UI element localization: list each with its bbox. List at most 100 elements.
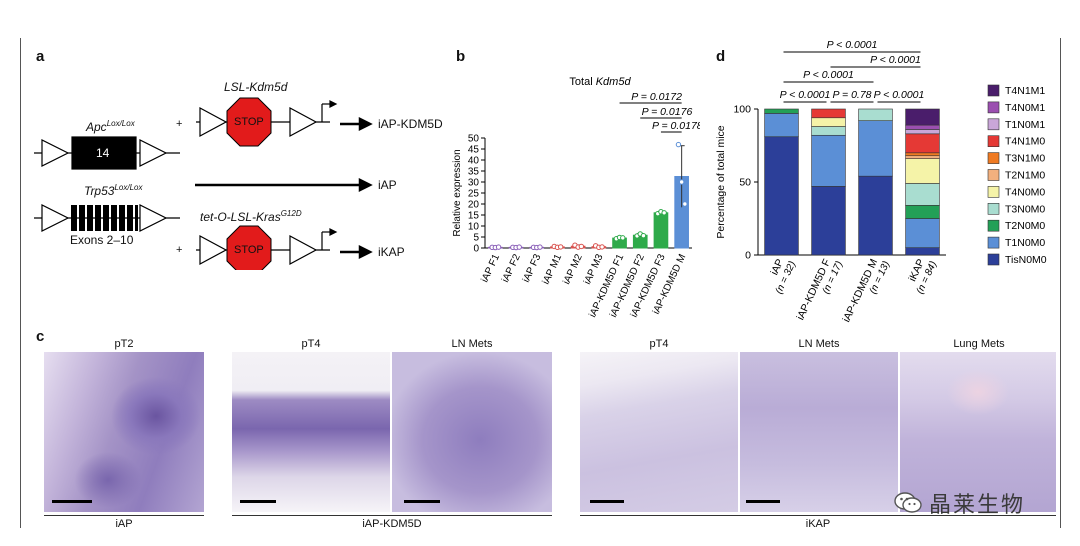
chart-d-comparison-label: P < 0.0001 <box>827 39 878 51</box>
exons-label: Exons 2–10 <box>70 233 134 247</box>
chart-d-comparison-label: P = 0.78 <box>832 89 871 101</box>
histology-title-3: LN Mets <box>451 338 493 350</box>
histology-title-2: pT4 <box>301 338 321 350</box>
output-ikap: iKAP <box>378 245 405 259</box>
chart-d-legend-label: T2N1M0 <box>1005 170 1045 182</box>
chart-d-segment <box>905 205 940 219</box>
loxp-right-apc <box>139 139 168 167</box>
chart-b-point <box>678 179 685 185</box>
plus-sign-top: + <box>176 118 183 130</box>
chart-b-point <box>537 244 543 250</box>
chart-d-legend-label: TisN0M0 <box>1005 254 1047 266</box>
chart-d-segment <box>905 129 940 135</box>
chart-d-legend-swatch <box>987 118 1000 131</box>
chart-b-ytick-label: 25 <box>468 189 480 200</box>
panel-label-a: a <box>36 48 45 65</box>
trp53-exons <box>71 205 138 231</box>
chart-d-comparison-label: P < 0.0001 <box>874 89 925 101</box>
watermark: 晶莱生物 <box>893 487 1025 519</box>
chart-b-category-label: iAP F1 <box>479 252 502 284</box>
trp53-label: Trp53Lox/Lox <box>84 183 143 198</box>
chart-d-legend-label: T4N0M1 <box>1005 102 1045 114</box>
plus-sign-bottom: + <box>176 244 183 256</box>
chart-d-legend-label: T1N0M0 <box>1005 237 1045 249</box>
stop-sign-top <box>226 97 272 147</box>
histology-image-pt4-kdm5d <box>232 352 390 512</box>
chart-b-point <box>675 141 682 148</box>
wechat-icon <box>894 492 922 513</box>
chart-d-legend-swatch <box>987 169 1000 181</box>
chart-d-comparison-label: P < 0.0001 <box>803 69 854 81</box>
apc-label: ApcLox/Lox <box>86 119 135 134</box>
chart-b-category-label: iAP F3 <box>521 252 544 284</box>
chart-b-point <box>620 235 626 241</box>
chart-d-segment <box>811 126 846 136</box>
chart-d-segment <box>811 108 846 119</box>
left-border-line <box>20 38 21 528</box>
panel-label-b: b <box>456 48 466 65</box>
chart-b-comparison-label: P = 0.0176 <box>642 106 693 118</box>
chart-d-comparison-label: P < 0.0001 <box>780 89 831 101</box>
chart-d-legend-swatch <box>987 203 1000 215</box>
chart-d-segment <box>905 133 940 154</box>
chart-d-legend-swatch <box>987 135 1000 147</box>
chart-d-legend-label: T3N0M0 <box>1005 203 1045 215</box>
chart-d-segment <box>811 186 846 256</box>
group-line-iap-kdm5d <box>232 515 552 516</box>
chart-d-legend-label: T2N0M0 <box>1005 220 1045 232</box>
chart-d-segment <box>905 158 940 184</box>
chart-b-point <box>640 232 647 239</box>
chart-d-segment <box>811 134 846 187</box>
chart-b-ylabel: Relative expression <box>452 149 463 236</box>
chart-d-legend-swatch <box>987 101 1000 114</box>
panel-a-diagram <box>34 97 373 270</box>
chart-d-segment <box>905 155 940 159</box>
chart-d-legend-label: T4N1M0 <box>1005 136 1045 148</box>
chart-d-legend-swatch <box>987 84 1000 97</box>
chart-d-legend-label: T4N0M0 <box>1005 186 1045 198</box>
loxp-left-apc <box>41 139 70 167</box>
output-iap-kdm5d: iAP-KDM5D <box>378 117 443 131</box>
chart-b-point <box>578 243 585 250</box>
histology-title-4: pT4 <box>649 338 669 350</box>
chart-d-ytick-label: 0 <box>745 250 751 262</box>
chart-b-comparison-label: P = 0.0178 <box>652 120 700 132</box>
chart-d-segment <box>858 120 893 177</box>
chart-d-ylabel: Percentage of total mice <box>715 125 727 238</box>
chart-d-comparison-label: P < 0.0001 <box>870 54 921 66</box>
chart-d-legend-swatch <box>987 236 1000 249</box>
chart-b-ytick-label: 45 <box>468 145 480 156</box>
chart-b-category-label: iAP F2 <box>500 252 523 284</box>
chart-b-point <box>557 244 564 250</box>
chart-b-point <box>495 244 502 250</box>
chart-b-point <box>516 244 522 250</box>
apc-exon-14 <box>71 136 137 170</box>
chart-d-segment <box>905 152 940 157</box>
loxp-left-trp53 <box>41 204 70 232</box>
chart-b-ytick-label: 35 <box>468 167 480 178</box>
chart-d-segment <box>811 117 846 127</box>
chart-b-point <box>682 201 688 207</box>
group-label-ikap: iKAP <box>805 518 831 530</box>
stop-sign-bottom <box>226 225 272 270</box>
histology-title-1: pT2 <box>114 338 134 350</box>
chart-d-legend-label: T3N1M0 <box>1005 153 1045 165</box>
histology-title-6: Lung Mets <box>953 338 1005 350</box>
chart-b-title: Total Kdm5d <box>569 76 631 88</box>
chart-d-segment <box>858 108 893 121</box>
chart-d-segment <box>905 218 940 249</box>
histology-image-lnmets-ikap <box>740 352 898 512</box>
chart-d-segment <box>905 108 940 126</box>
group-line-ikap <box>580 515 1056 516</box>
lsl-kdm5d-label: LSL-Kdm5d <box>224 80 288 94</box>
chart-b-ytick-label: 15 <box>468 211 480 222</box>
output-iap: iAP <box>378 178 397 192</box>
chart-d-segment <box>764 108 799 114</box>
chart-d-ytick-label: 100 <box>733 104 751 116</box>
loxp-right-trp53 <box>139 204 168 232</box>
histology-image-lungmets-ikap <box>900 352 1056 512</box>
right-border-line <box>1060 38 1061 528</box>
group-label-iap: iAP <box>115 518 133 530</box>
